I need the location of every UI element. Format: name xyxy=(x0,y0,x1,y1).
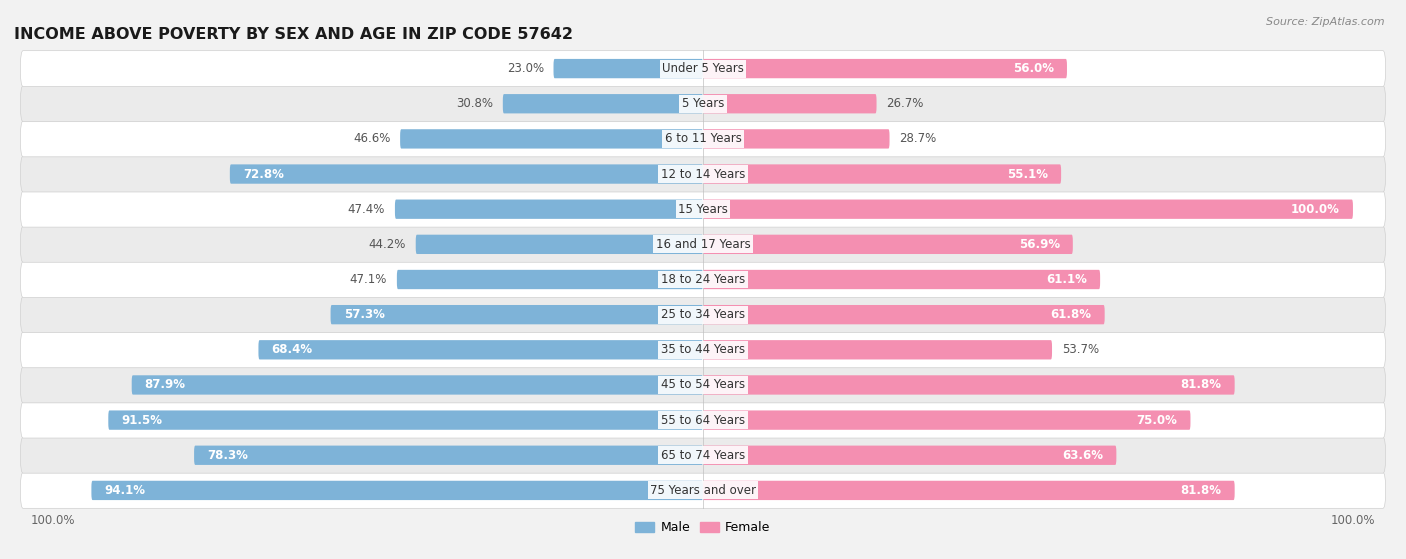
Text: 65 to 74 Years: 65 to 74 Years xyxy=(661,449,745,462)
Text: 35 to 44 Years: 35 to 44 Years xyxy=(661,343,745,356)
Text: 12 to 14 Years: 12 to 14 Years xyxy=(661,168,745,181)
FancyBboxPatch shape xyxy=(21,297,1385,333)
Text: 61.8%: 61.8% xyxy=(1050,308,1091,321)
Text: 56.0%: 56.0% xyxy=(1012,62,1054,75)
FancyBboxPatch shape xyxy=(703,305,1105,324)
FancyBboxPatch shape xyxy=(21,367,1385,403)
FancyBboxPatch shape xyxy=(703,375,1234,395)
Text: 15 Years: 15 Years xyxy=(678,203,728,216)
FancyBboxPatch shape xyxy=(132,375,703,395)
FancyBboxPatch shape xyxy=(21,262,1385,297)
Text: Under 5 Years: Under 5 Years xyxy=(662,62,744,75)
Text: 55 to 64 Years: 55 to 64 Years xyxy=(661,414,745,427)
Text: 53.7%: 53.7% xyxy=(1062,343,1099,356)
Text: 87.9%: 87.9% xyxy=(145,378,186,391)
Text: 72.8%: 72.8% xyxy=(243,168,284,181)
FancyBboxPatch shape xyxy=(330,305,703,324)
Text: 94.1%: 94.1% xyxy=(104,484,145,497)
Text: 26.7%: 26.7% xyxy=(886,97,924,110)
FancyBboxPatch shape xyxy=(21,402,1385,438)
FancyBboxPatch shape xyxy=(229,164,703,184)
Text: 75 Years and over: 75 Years and over xyxy=(650,484,756,497)
Text: 81.8%: 81.8% xyxy=(1181,484,1222,497)
FancyBboxPatch shape xyxy=(21,121,1385,157)
FancyBboxPatch shape xyxy=(21,332,1385,368)
FancyBboxPatch shape xyxy=(21,226,1385,262)
FancyBboxPatch shape xyxy=(21,472,1385,508)
FancyBboxPatch shape xyxy=(21,191,1385,227)
FancyBboxPatch shape xyxy=(416,235,703,254)
FancyBboxPatch shape xyxy=(21,86,1385,122)
Text: 23.0%: 23.0% xyxy=(506,62,544,75)
FancyBboxPatch shape xyxy=(503,94,703,113)
FancyBboxPatch shape xyxy=(703,94,876,113)
FancyBboxPatch shape xyxy=(395,200,703,219)
Text: 81.8%: 81.8% xyxy=(1181,378,1222,391)
Text: 18 to 24 Years: 18 to 24 Years xyxy=(661,273,745,286)
FancyBboxPatch shape xyxy=(259,340,703,359)
Text: 45 to 54 Years: 45 to 54 Years xyxy=(661,378,745,391)
Text: 25 to 34 Years: 25 to 34 Years xyxy=(661,308,745,321)
Text: 30.8%: 30.8% xyxy=(456,97,494,110)
FancyBboxPatch shape xyxy=(703,59,1067,78)
Text: 68.4%: 68.4% xyxy=(271,343,312,356)
FancyBboxPatch shape xyxy=(401,129,703,149)
FancyBboxPatch shape xyxy=(21,51,1385,87)
Text: 75.0%: 75.0% xyxy=(1136,414,1177,427)
Text: 57.3%: 57.3% xyxy=(343,308,384,321)
Legend: Male, Female: Male, Female xyxy=(630,516,776,539)
FancyBboxPatch shape xyxy=(703,340,1052,359)
FancyBboxPatch shape xyxy=(108,410,703,430)
FancyBboxPatch shape xyxy=(703,235,1073,254)
FancyBboxPatch shape xyxy=(194,446,703,465)
Text: 16 and 17 Years: 16 and 17 Years xyxy=(655,238,751,251)
Text: 78.3%: 78.3% xyxy=(207,449,247,462)
FancyBboxPatch shape xyxy=(91,481,703,500)
FancyBboxPatch shape xyxy=(703,129,890,149)
Text: 56.9%: 56.9% xyxy=(1019,238,1060,251)
Text: 46.6%: 46.6% xyxy=(353,132,391,145)
Text: 47.4%: 47.4% xyxy=(347,203,385,216)
FancyBboxPatch shape xyxy=(703,200,1353,219)
FancyBboxPatch shape xyxy=(21,437,1385,473)
Text: 55.1%: 55.1% xyxy=(1007,168,1047,181)
Text: 44.2%: 44.2% xyxy=(368,238,406,251)
Text: 6 to 11 Years: 6 to 11 Years xyxy=(665,132,741,145)
Text: 28.7%: 28.7% xyxy=(900,132,936,145)
FancyBboxPatch shape xyxy=(703,446,1116,465)
Text: Source: ZipAtlas.com: Source: ZipAtlas.com xyxy=(1267,17,1385,27)
FancyBboxPatch shape xyxy=(703,481,1234,500)
FancyBboxPatch shape xyxy=(703,410,1191,430)
FancyBboxPatch shape xyxy=(703,164,1062,184)
Text: 61.1%: 61.1% xyxy=(1046,273,1087,286)
Text: 100.0%: 100.0% xyxy=(1291,203,1340,216)
FancyBboxPatch shape xyxy=(703,270,1099,289)
Text: 63.6%: 63.6% xyxy=(1063,449,1104,462)
FancyBboxPatch shape xyxy=(21,156,1385,192)
Text: 91.5%: 91.5% xyxy=(121,414,162,427)
Text: 5 Years: 5 Years xyxy=(682,97,724,110)
Text: 47.1%: 47.1% xyxy=(350,273,387,286)
Text: INCOME ABOVE POVERTY BY SEX AND AGE IN ZIP CODE 57642: INCOME ABOVE POVERTY BY SEX AND AGE IN Z… xyxy=(14,27,574,42)
FancyBboxPatch shape xyxy=(554,59,703,78)
FancyBboxPatch shape xyxy=(396,270,703,289)
